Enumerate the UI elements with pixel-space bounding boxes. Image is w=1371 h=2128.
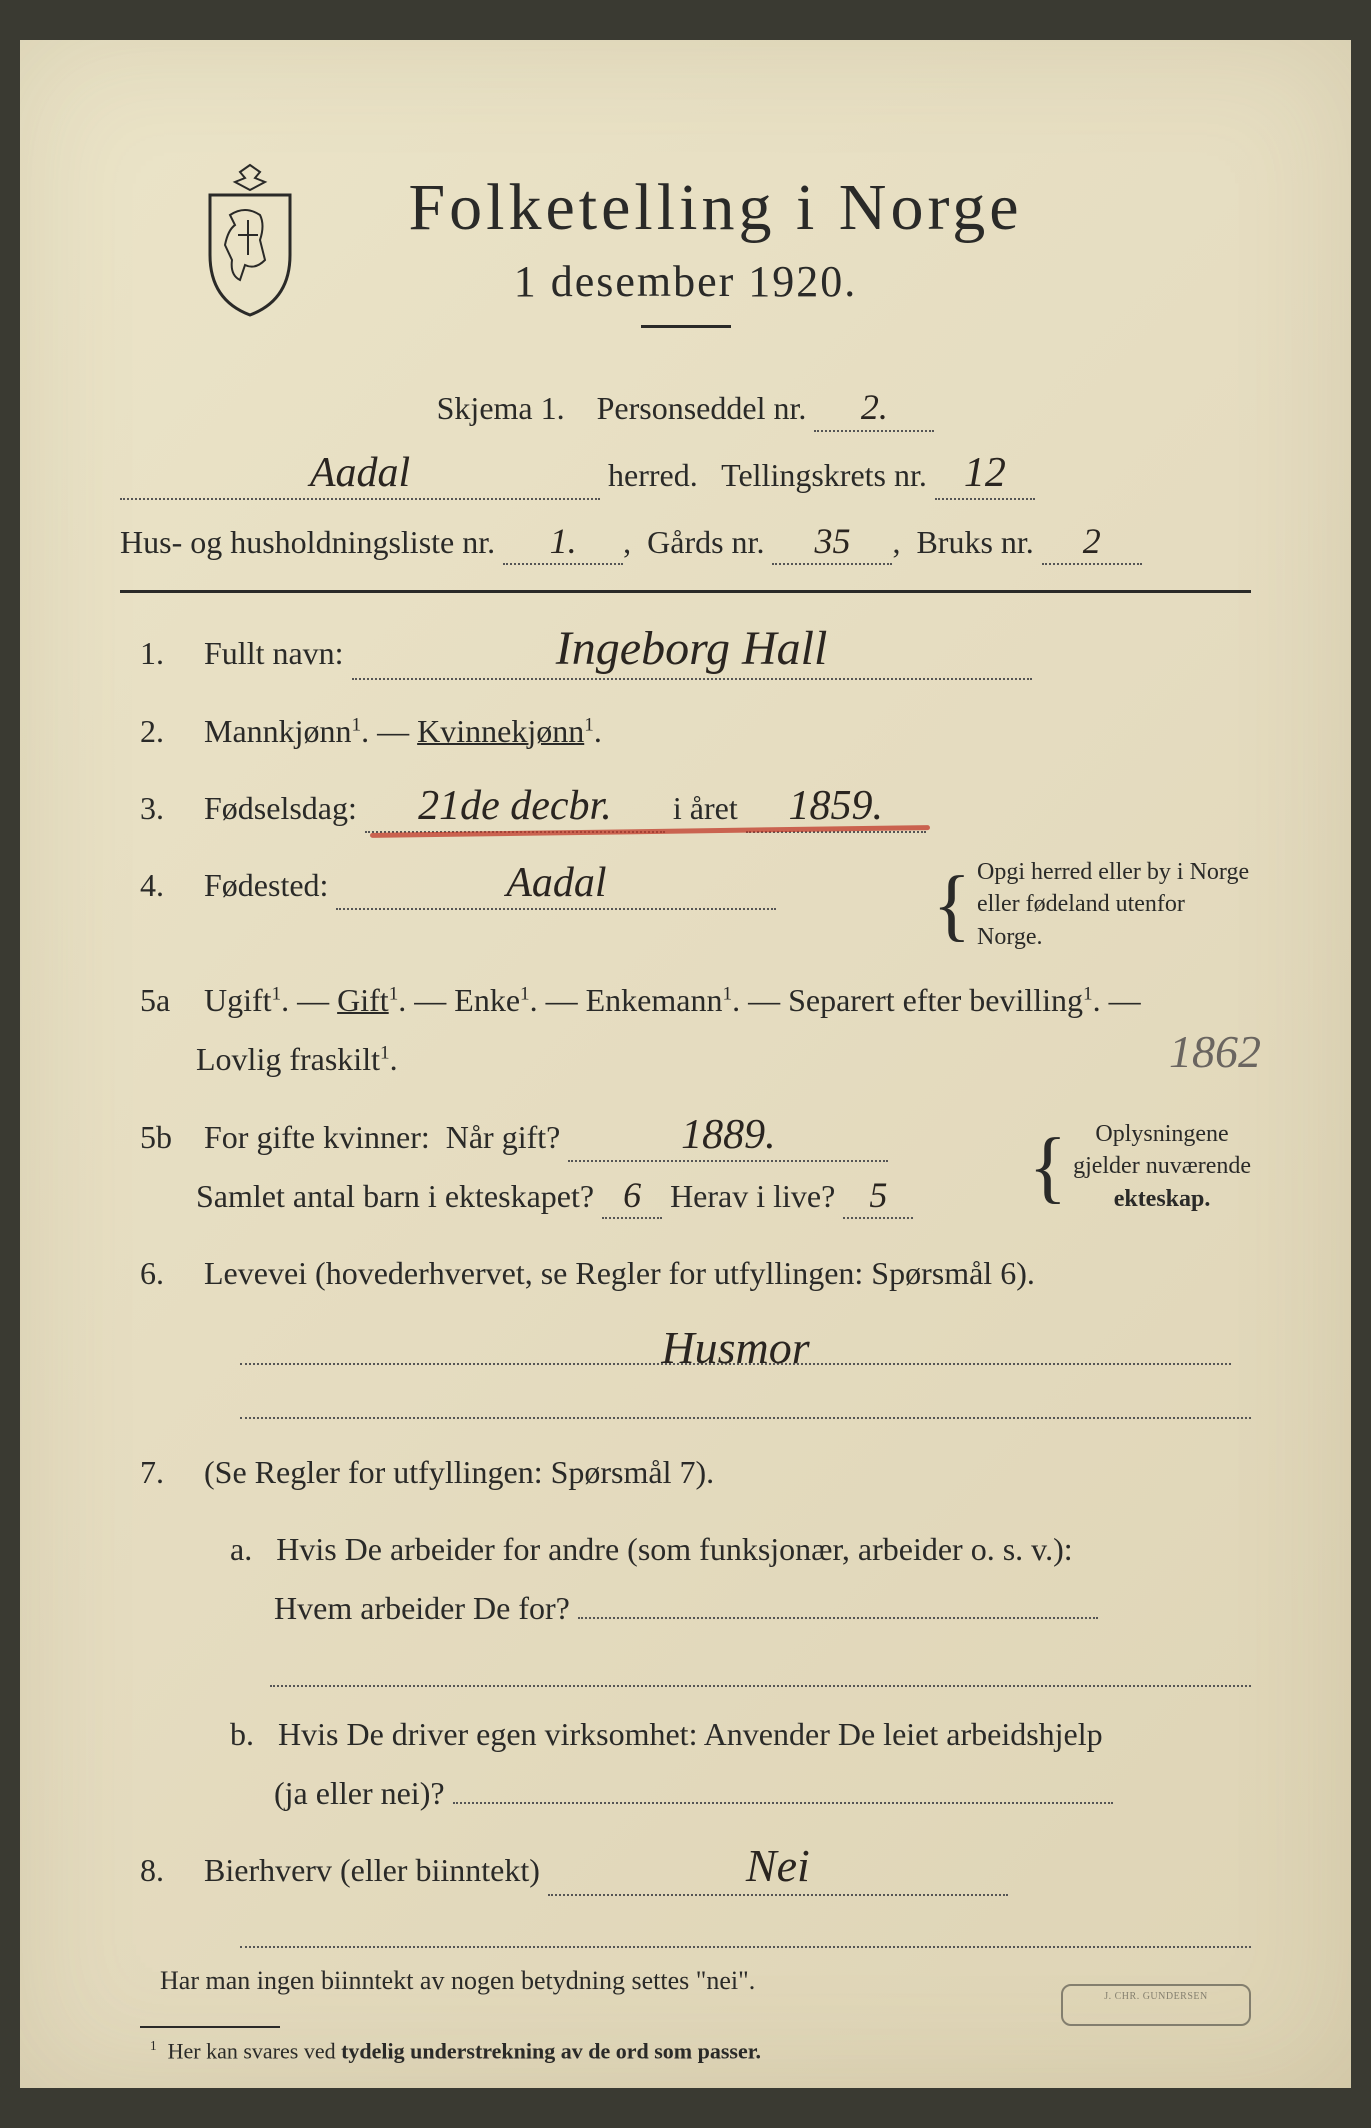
q4-hint2: eller fødeland utenfor Norge. bbox=[977, 891, 1185, 949]
stamp-text: J. CHR. GUNDERSEN bbox=[1104, 1991, 1208, 2002]
q7b-row: b. Hvis De driver egen virksomhet: Anven… bbox=[120, 1705, 1251, 1823]
q8-row: 8. Bierhverv (eller biinntekt) Nei bbox=[120, 1841, 1251, 1900]
q5b-nargift-value: 1889. bbox=[675, 1112, 782, 1158]
bruks-label: Bruks nr. bbox=[916, 524, 1033, 560]
q7a-text1: Hvis De arbeider for andre (som funksjon… bbox=[276, 1531, 1072, 1567]
husliste-label: Hus- og husholdningsliste nr. bbox=[120, 524, 495, 560]
q7a-row: a. Hvis De arbeider for andre (som funks… bbox=[120, 1520, 1251, 1638]
q5a-enke: Enke bbox=[454, 982, 520, 1018]
herred-label: herred. bbox=[608, 457, 698, 493]
q7b-label: b. bbox=[230, 1716, 254, 1752]
q8-value: Nei bbox=[740, 1841, 816, 1892]
q8-num: 8. bbox=[140, 1841, 196, 1900]
q6-answer-line: Husmor bbox=[240, 1321, 1231, 1365]
q5b-prefix: For gifte kvinner: bbox=[204, 1119, 430, 1155]
q5a-separert: Separert efter bevilling bbox=[788, 982, 1083, 1018]
q1-row: 1. Fullt navn: Ingeborg Hall bbox=[120, 623, 1251, 683]
q5b-hint1: Oplysningene bbox=[1095, 1121, 1228, 1147]
q7a-blank-line bbox=[270, 1657, 1251, 1687]
q7a-text2: Hvem arbeider De for? bbox=[230, 1590, 570, 1626]
personseddel-label: Personseddel nr. bbox=[597, 390, 807, 426]
q4-hint: { Opgi herred eller by i Norge eller fød… bbox=[933, 856, 1251, 953]
footnote-marker: 1 bbox=[150, 2038, 157, 2053]
q5b-herav-label: Herav i live? bbox=[670, 1178, 835, 1214]
skjema-label: Skjema 1. bbox=[437, 390, 565, 426]
gards-value: 35 bbox=[808, 522, 856, 562]
q5a-ugift: Ugift bbox=[204, 982, 272, 1018]
footnote: 1 Her kan svares ved tydelig understrekn… bbox=[120, 2038, 1251, 2064]
q5b-num: 5b bbox=[140, 1108, 196, 1167]
printer-stamp: J. CHR. GUNDERSEN bbox=[1061, 1984, 1251, 2026]
q7b-text2: (ja eller nei)? bbox=[230, 1775, 445, 1811]
q4-hint1: Opgi herred eller by i Norge bbox=[977, 859, 1249, 885]
q3-row: 3. Fødselsdag: 21de decbr. i året 1859. bbox=[120, 779, 1251, 838]
q7-row: 7. (Se Regler for utfyllingen: Spørsmål … bbox=[120, 1443, 1251, 1502]
q6-num: 6. bbox=[140, 1244, 196, 1303]
pencil-margin-note: 1862 bbox=[1169, 1009, 1261, 1094]
husliste-line: Hus- og husholdningsliste nr. 1., Gårds … bbox=[120, 512, 1251, 573]
q5a-enkemann: Enkemann bbox=[586, 982, 723, 1018]
q7b-text1: Hvis De driver egen virksomhet: Anvender… bbox=[278, 1716, 1103, 1752]
q6-blank-line bbox=[240, 1389, 1251, 1419]
q4-num: 4. bbox=[140, 856, 196, 915]
q8-label: Bierhverv (eller biinntekt) bbox=[204, 1852, 540, 1888]
q3-i-aret: i året bbox=[673, 790, 738, 826]
q1-label: Fullt navn: bbox=[204, 635, 344, 671]
q8-blank-line bbox=[240, 1918, 1251, 1948]
q2-kvinne: Kvinnekjønn bbox=[417, 713, 584, 749]
footnote-rule bbox=[140, 2026, 280, 2028]
q6-row: 6. Levevei (hovederhvervet, se Regler fo… bbox=[120, 1244, 1251, 1303]
q2-row: 2. Mannkjønn1. — Kvinnekjønn1. bbox=[120, 702, 1251, 761]
q1-num: 1. bbox=[140, 624, 196, 683]
census-form-page: Folketelling i Norge 1 desember 1920. Sk… bbox=[20, 40, 1351, 2088]
q5b-nargift-label: Når gift? bbox=[446, 1119, 561, 1155]
tellingskrets-value: 12 bbox=[958, 450, 1012, 496]
gards-label: Gårds nr. bbox=[647, 524, 764, 560]
q5a-num: 5a bbox=[140, 971, 196, 1030]
q4-value: Aadal bbox=[500, 860, 612, 906]
q2-mann: Mannkjønn bbox=[204, 713, 352, 749]
bruks-value: 2 bbox=[1077, 522, 1107, 562]
q5a-gift: Gift bbox=[337, 982, 389, 1018]
personseddel-value: 2. bbox=[855, 388, 894, 428]
q3-day: 21de decbr. bbox=[412, 783, 618, 829]
q5b-hint2: gjelder nuværende bbox=[1073, 1153, 1251, 1179]
skjema-line: Skjema 1. Personseddel nr. 2. bbox=[120, 378, 1251, 439]
q7-num: 7. bbox=[140, 1443, 196, 1502]
q5a-fraskilt: Lovlig fraskilt bbox=[140, 1041, 380, 1077]
herred-value: Aadal bbox=[304, 450, 416, 496]
husliste-value: 1. bbox=[544, 522, 583, 562]
title-divider bbox=[641, 325, 731, 328]
footnote-text: Her kan svares ved tydelig understreknin… bbox=[168, 2039, 761, 2064]
q2-num: 2. bbox=[140, 702, 196, 761]
q3-year: 1859. bbox=[782, 783, 889, 829]
q3-label: Fødselsdag: bbox=[204, 790, 357, 826]
q7a-label: a. bbox=[230, 1531, 252, 1567]
herred-line: Aadal herred. Tellingskrets nr. 12 bbox=[120, 445, 1251, 506]
q5b-barn-value: 6 bbox=[617, 1176, 647, 1216]
coat-of-arms-icon bbox=[190, 160, 310, 320]
header-rule bbox=[120, 590, 1251, 593]
q6-label: Levevei (hovederhvervet, se Regler for u… bbox=[204, 1255, 1035, 1291]
q6-value: Husmor bbox=[655, 1321, 815, 1374]
q3-num: 3. bbox=[140, 779, 196, 838]
q7-label: (Se Regler for utfyllingen: Spørsmål 7). bbox=[204, 1454, 714, 1490]
q5b-hint: { Oplysningene gjelder nuværende ekteska… bbox=[1029, 1118, 1251, 1215]
q5b-hint3: ekteskap. bbox=[1114, 1186, 1211, 1212]
form-header: Folketelling i Norge 1 desember 1920. bbox=[120, 170, 1251, 328]
q5b-barn-label: Samlet antal barn i ekteskapet? bbox=[140, 1178, 594, 1214]
q5b-row: 5b For gifte kvinner: Når gift? 1889. Sa… bbox=[120, 1108, 1251, 1226]
q1-value: Ingeborg Hall bbox=[550, 623, 834, 676]
tellingskrets-label: Tellingskrets nr. bbox=[721, 457, 927, 493]
q4-row: 4. Fødested: Aadal { Opgi herred eller b… bbox=[120, 856, 1251, 953]
q5b-herav-value: 5 bbox=[863, 1176, 893, 1216]
q5a-row: 5a Ugift1. — Gift1. — Enke1. — Enkemann1… bbox=[120, 971, 1251, 1089]
q4-label: Fødested: bbox=[204, 867, 328, 903]
